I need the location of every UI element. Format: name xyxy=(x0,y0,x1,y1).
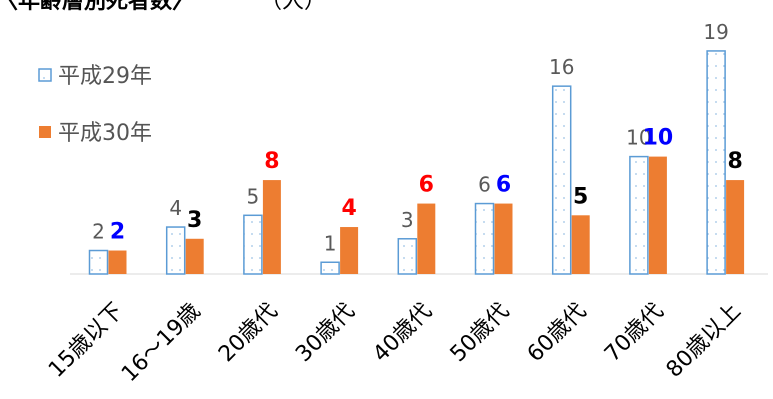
x-tick-label-3: 30歳代 xyxy=(291,299,360,368)
value-label-prev-8: 19 xyxy=(703,20,728,44)
bar-curr-8 xyxy=(726,180,745,274)
value-label-curr-4: 6 xyxy=(419,173,434,198)
bar-prev-2 xyxy=(243,214,263,275)
chart-title: 〈年齢層別死者数〉 xyxy=(0,0,194,14)
bar-curr-3 xyxy=(340,227,359,274)
value-label-prev-4: 3 xyxy=(401,208,414,232)
value-label-curr-6: 5 xyxy=(573,184,588,209)
x-tick-label-8: 80歳以上 xyxy=(662,299,746,383)
x-tick-label-2: 20歳代 xyxy=(214,299,283,368)
value-label-prev-1: 4 xyxy=(169,196,182,220)
legend-label-curr: 平成30年 xyxy=(58,121,152,146)
x-tick-label-0: 15歳以下 xyxy=(44,299,128,383)
bar-prev-6 xyxy=(551,85,572,275)
bar-prev-7 xyxy=(629,155,649,275)
value-label-curr-0: 2 xyxy=(110,220,125,245)
bar-curr-2 xyxy=(262,180,281,274)
value-label-curr-7: 10 xyxy=(643,126,674,151)
value-label-prev-2: 5 xyxy=(247,184,260,208)
x-tick-label-6: 60歳代 xyxy=(523,299,592,368)
bar-prev-5 xyxy=(474,202,495,275)
value-label-prev-6: 16 xyxy=(549,55,574,79)
value-label-curr-2: 8 xyxy=(264,149,279,174)
bar-curr-4 xyxy=(417,203,436,274)
x-tick-label-5: 50歳代 xyxy=(446,299,515,368)
bar-curr-6 xyxy=(571,215,590,274)
value-label-prev-7: 10 xyxy=(626,126,651,150)
value-label-prev-3: 1 xyxy=(324,231,337,255)
value-label-prev-5: 6 xyxy=(478,173,491,197)
value-label-curr-8: 8 xyxy=(727,149,742,174)
legend-label-prev: 平成29年 xyxy=(58,64,152,89)
bar-curr-5 xyxy=(494,203,513,274)
bar-curr-7 xyxy=(648,156,667,274)
bar-prev-8 xyxy=(706,50,726,275)
bar-curr-1 xyxy=(185,238,204,274)
value-label-curr-1: 3 xyxy=(187,208,202,233)
bar-prev-3 xyxy=(320,261,340,275)
x-tick-label-7: 70歳代 xyxy=(600,299,669,368)
bar-prev-4 xyxy=(397,238,418,275)
bar-curr-0 xyxy=(108,250,127,274)
chart-unit: （人） xyxy=(260,0,326,14)
bar-prev-0 xyxy=(88,249,109,275)
bar-prev-1 xyxy=(165,226,186,275)
value-label-curr-3: 4 xyxy=(341,196,356,221)
legend-swatch-prev xyxy=(38,68,52,82)
bars-group xyxy=(88,50,745,275)
value-label-curr-5: 6 xyxy=(496,173,511,198)
legend: 平成29年 平成30年 xyxy=(38,64,152,146)
x-tick-label-4: 40歳代 xyxy=(368,299,437,368)
value-label-prev-0: 2 xyxy=(92,220,105,244)
x-tick-label-1: 16～19歳 xyxy=(117,299,205,387)
legend-swatch-curr xyxy=(39,126,51,138)
